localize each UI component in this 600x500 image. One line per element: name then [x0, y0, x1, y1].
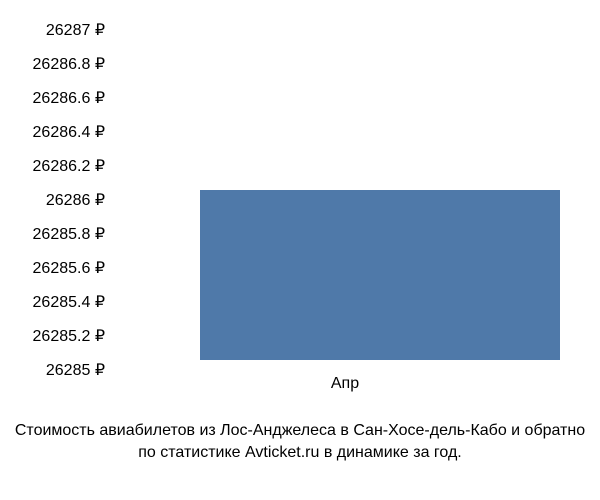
chart-caption-line2: по статистике Avticket.ru в динамике за …	[0, 442, 600, 464]
plot-area	[115, 10, 575, 360]
y-tick-label: 26286.4 ₽	[33, 122, 105, 142]
bar-apr	[200, 190, 560, 360]
y-tick-label: 26285 ₽	[46, 360, 105, 380]
y-tick-label: 26286 ₽	[46, 190, 105, 210]
y-tick-label: 26285.4 ₽	[33, 292, 105, 312]
y-tick-label: 26287 ₽	[46, 20, 105, 40]
y-tick-label: 26286.8 ₽	[33, 54, 105, 74]
x-tick-label: Апр	[331, 375, 359, 393]
y-tick-label: 26285.8 ₽	[33, 224, 105, 244]
chart-caption-line1: Стоимость авиабилетов из Лос-Анджелеса в…	[0, 420, 600, 442]
y-tick-label: 26286.2 ₽	[33, 156, 105, 176]
y-tick-label: 26285.6 ₽	[33, 258, 105, 278]
y-tick-label: 26286.6 ₽	[33, 88, 105, 108]
price-chart: 26287 ₽ 26286.8 ₽ 26286.6 ₽ 26286.4 ₽ 26…	[0, 0, 600, 500]
y-tick-label: 26285.2 ₽	[33, 326, 105, 346]
